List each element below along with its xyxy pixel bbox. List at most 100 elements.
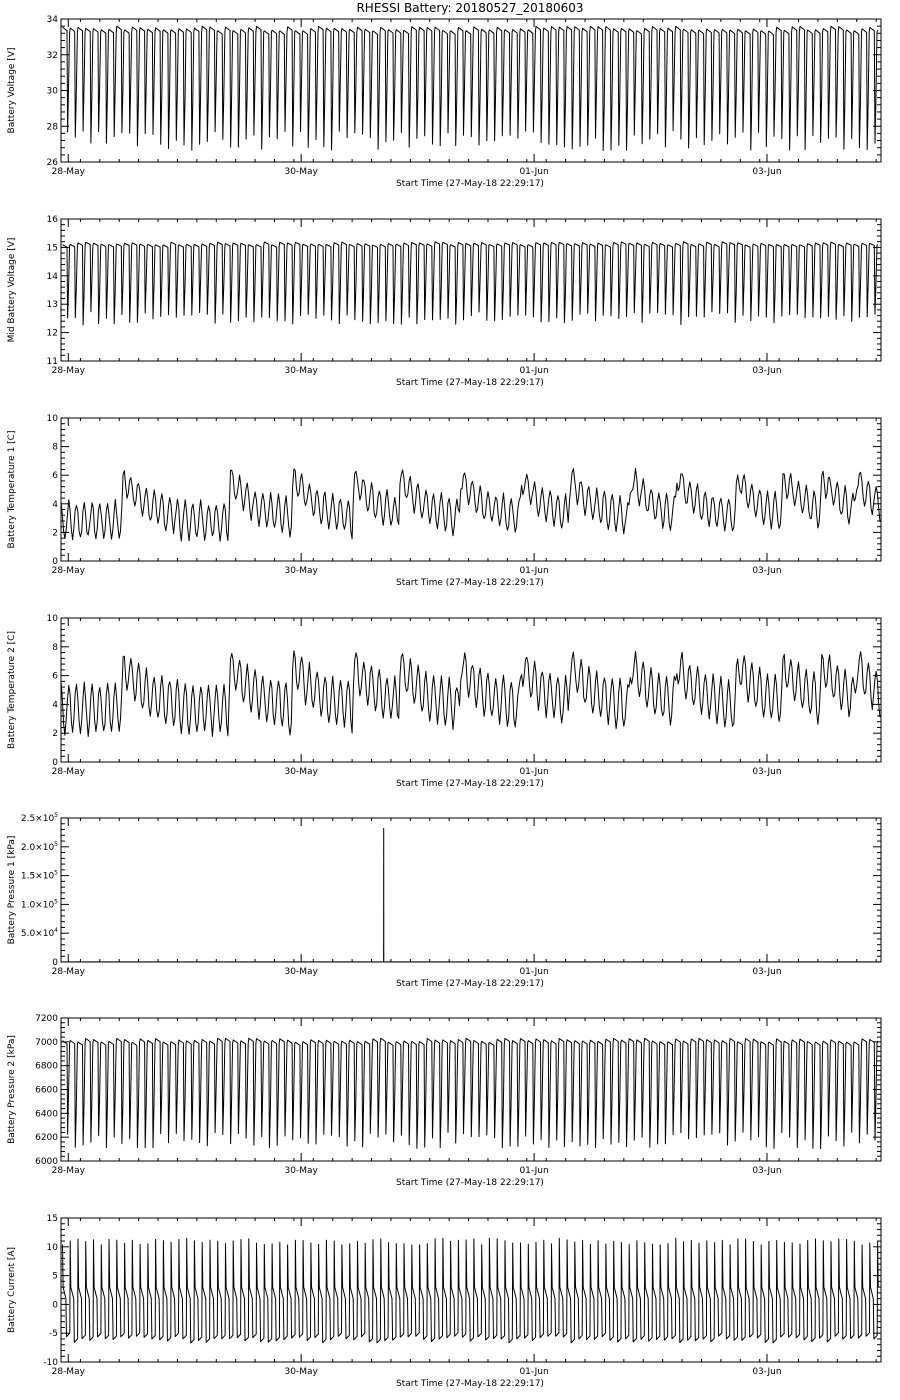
y-axis-label: Battery Pressure 1 [kPa] [7, 836, 17, 945]
x-axis-label: Start Time (27-May-18 22:29:17) [396, 179, 544, 189]
y-tick-label: 12 [47, 329, 58, 339]
y-tick-label: 1.5×105 [21, 870, 58, 882]
x-tick-label: 03-Jun [752, 1367, 781, 1377]
y-tick-label: -10 [43, 1358, 58, 1368]
y-tick-label: 13 [47, 300, 58, 310]
y-tick-label: 26 [47, 158, 59, 168]
plot-frame [60, 18, 882, 163]
x-tick-label: 03-Jun [752, 366, 781, 376]
x-tick-label: 28-May [52, 967, 86, 977]
y-tick-label: 10 [47, 1243, 59, 1253]
y-tick-label: 15 [47, 1214, 58, 1224]
y-axis-label: Battery Current [A] [7, 1247, 17, 1333]
y-tick-label: 5 [52, 1272, 58, 1282]
y-tick-label: 32 [47, 51, 58, 61]
y-tick-label: 6 [52, 672, 58, 682]
y-tick-label: 2 [52, 528, 58, 538]
y-axis-label: Battery Pressure 2 [kPa] [7, 1035, 17, 1144]
x-tick-label: 30-May [285, 967, 319, 977]
y-tick-label: 15 [47, 243, 58, 253]
chart-panel-4: 28-May 30-May 01-Jun 03-Jun 0 2 4 6 8 10 Start Tim… [7, 614, 882, 789]
x-axis-label: Start Time (27-May-18 22:29:17) [396, 1379, 544, 1389]
x-tick-label: 01-Jun [519, 967, 548, 977]
y-tick-label: 7000 [35, 1038, 58, 1048]
x-tick-label: 28-May [52, 167, 86, 177]
y-tick-label: 34 [47, 15, 59, 25]
series-line-3 [60, 467, 881, 542]
figure-title: RHESSI Battery: 20180527_20180603 [356, 1, 583, 15]
plot-frame [60, 417, 882, 562]
y-tick-label: 8 [52, 443, 58, 453]
y-tick-label: 6000 [35, 1157, 58, 1167]
x-tick-label: 01-Jun [519, 566, 548, 576]
x-tick-label: 30-May [285, 366, 319, 376]
y-axis-label: Battery Temperature 1 [C] [7, 431, 17, 549]
y-tick-label: 6400 [35, 1109, 58, 1119]
y-tick-label: 6 [52, 471, 58, 481]
y-axis-label: Battery Temperature 2 [C] [7, 631, 17, 749]
x-tick-label: 28-May [52, 366, 86, 376]
y-tick-label: 6200 [35, 1133, 58, 1143]
x-tick-label: 30-May [285, 566, 319, 576]
x-tick-label: 28-May [52, 1166, 86, 1176]
plot-frame [60, 817, 882, 963]
x-tick-label: 30-May [285, 1367, 319, 1377]
y-tick-label: 8 [52, 643, 58, 653]
x-tick-label: 01-Jun [519, 1166, 548, 1176]
series-line-4 [60, 650, 881, 737]
y-tick-label: 6800 [35, 1062, 58, 1072]
chart-panel-3: 28-May 30-May 01-Jun 03-Jun 0 2 4 6 8 10 Start Tim… [7, 414, 882, 588]
plot-frame [60, 1017, 882, 1162]
x-tick-label: 03-Jun [752, 167, 781, 177]
y-tick-label: 2 [52, 729, 58, 739]
x-tick-label: 28-May [52, 767, 86, 777]
series-line-6 [62, 1037, 879, 1150]
y-tick-label: 28 [47, 122, 59, 132]
x-axis-label: Start Time (27-May-18 22:29:17) [396, 979, 544, 989]
y-axis-label: Mid Battery Voltage [V] [7, 238, 17, 343]
y-tick-label: 10 [47, 614, 59, 624]
y-tick-label: 7200 [35, 1014, 58, 1024]
y-tick-label: 6600 [35, 1086, 58, 1096]
y-tick-label: 14 [47, 272, 59, 282]
y-tick-label: 2.0×105 [21, 841, 58, 853]
x-tick-label: 03-Jun [752, 566, 781, 576]
x-tick-label: 28-May [52, 566, 86, 576]
y-tick-label: 16 [47, 215, 59, 225]
plot-frame [60, 1217, 882, 1363]
x-tick-label: 28-May [52, 1367, 86, 1377]
x-tick-label: 01-Jun [519, 1367, 548, 1377]
plot-frame [60, 218, 882, 362]
x-axis-label: Start Time (27-May-18 22:29:17) [396, 779, 544, 789]
series-line-5 [61, 827, 881, 963]
series-line-2 [62, 241, 879, 326]
y-tick-label: 0 [52, 557, 58, 567]
chart-panel-5: 28-May 30-May 01-Jun 03-Jun 0 5.0×104 1.0×105 1… [7, 812, 882, 989]
y-tick-label: -5 [49, 1329, 58, 1339]
y-tick-label: 11 [47, 357, 58, 367]
chart-panel-2: 28-May 30-May 01-Jun 03-Jun 11 12 13 14 15 16 Star… [7, 215, 882, 388]
x-tick-label: 03-Jun [752, 1166, 781, 1176]
chart-panel-7: 28-May 30-May 01-Jun 03-Jun -10 -5 0 5 10 15 Start… [7, 1214, 882, 1389]
x-tick-label: 03-Jun [752, 767, 781, 777]
panels: 28-May 30-May 01-Jun 03-Jun2628303234Start … [7, 15, 882, 1389]
y-tick-label: 30 [47, 87, 59, 97]
x-axis-label: Start Time (27-May-18 22:29:17) [396, 1178, 544, 1188]
y-tick-label: 0 [52, 758, 58, 768]
x-tick-label: 30-May [285, 167, 319, 177]
chart-panel-1: 28-May 30-May 01-Jun 03-Jun 26 28 30 32 34 Start … [7, 15, 882, 189]
x-axis-label: Start Time (27-May-18 22:29:17) [396, 578, 544, 588]
series-line-7 [62, 1237, 879, 1344]
y-tick-label: 0 [52, 958, 58, 968]
y-tick-label: 0 [52, 1300, 58, 1310]
series-line-1 [62, 25, 879, 151]
y-tick-label: 1.0×105 [21, 898, 58, 910]
y-tick-label: 4 [52, 500, 58, 510]
y-axis-label: Battery Voltage [V] [7, 48, 17, 134]
y-tick-label: 4 [52, 700, 58, 710]
y-tick-label: 2.5×105 [21, 812, 58, 824]
x-tick-label: 01-Jun [519, 767, 548, 777]
chart-panel-6: 28-May 30-May 01-Jun 03-Jun 6000 6200 6400 6600… [7, 1014, 882, 1188]
x-tick-label: 01-Jun [519, 366, 548, 376]
